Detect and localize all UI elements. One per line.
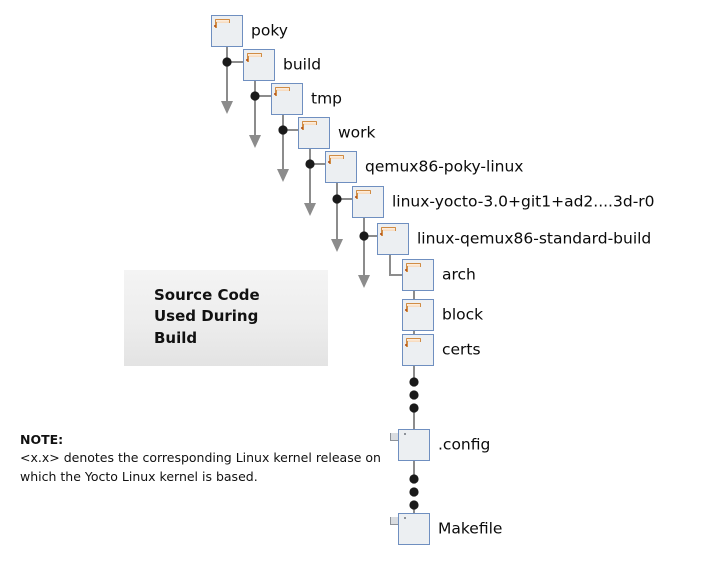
node-label: linux-qemux86-standard-build xyxy=(417,229,652,248)
folder-icon xyxy=(271,83,303,115)
node-label: Makefile xyxy=(438,519,503,538)
folder-icon xyxy=(402,334,434,366)
file-icon xyxy=(390,429,430,461)
node-qemux86-poky-linux[interactable]: qemux86-poky-linux xyxy=(325,151,665,183)
node-label: qemux86-poky-linux xyxy=(365,157,524,176)
junction-dots xyxy=(222,57,419,510)
node-makefile[interactable]: Makefile xyxy=(390,513,598,545)
folder-icon xyxy=(352,186,384,218)
info-box-text: Source Code Used During Build xyxy=(154,286,260,347)
node-label: certs xyxy=(442,340,481,359)
node-work[interactable]: work xyxy=(298,117,538,149)
node-label: arch xyxy=(442,265,476,284)
folder-icon xyxy=(298,117,330,149)
node-label: build xyxy=(283,55,322,74)
node-label: poky xyxy=(251,21,288,40)
folder-icon xyxy=(402,299,434,331)
folder-icon xyxy=(402,259,434,291)
node-linux-qemux86-standard-build[interactable]: linux-qemux86-standard-build xyxy=(377,223,697,255)
node-config[interactable]: .config xyxy=(390,429,598,461)
node-block[interactable]: block xyxy=(402,299,602,331)
source-code-info-box: Source Code Used During Build xyxy=(124,270,328,366)
note-heading: NOTE: xyxy=(20,432,64,447)
node-tmp[interactable]: tmp xyxy=(271,83,511,115)
folder-icon xyxy=(377,223,409,255)
node-poky[interactable]: poky xyxy=(211,15,451,47)
node-label: tmp xyxy=(311,89,343,108)
note-block: NOTE: <x.x> denotes the corresponding Li… xyxy=(20,430,420,487)
node-label: work xyxy=(338,123,376,142)
folder-icon xyxy=(325,151,357,183)
node-label: linux-yocto-3.0+git1+ad2....3d-r0 xyxy=(392,192,655,211)
note-body: <x.x> denotes the corresponding Linux ke… xyxy=(20,450,381,485)
folder-icon xyxy=(243,49,275,81)
node-certs[interactable]: certs xyxy=(402,334,602,366)
arrowheads xyxy=(221,101,370,288)
folder-icon xyxy=(211,15,243,47)
node-build[interactable]: build xyxy=(243,49,483,81)
node-label: .config xyxy=(438,435,491,454)
node-linux-yocto[interactable]: linux-yocto-3.0+git1+ad2....3d-r0 xyxy=(352,186,692,218)
node-arch[interactable]: arch xyxy=(402,259,602,291)
node-label: block xyxy=(442,305,484,324)
file-icon xyxy=(390,513,430,545)
